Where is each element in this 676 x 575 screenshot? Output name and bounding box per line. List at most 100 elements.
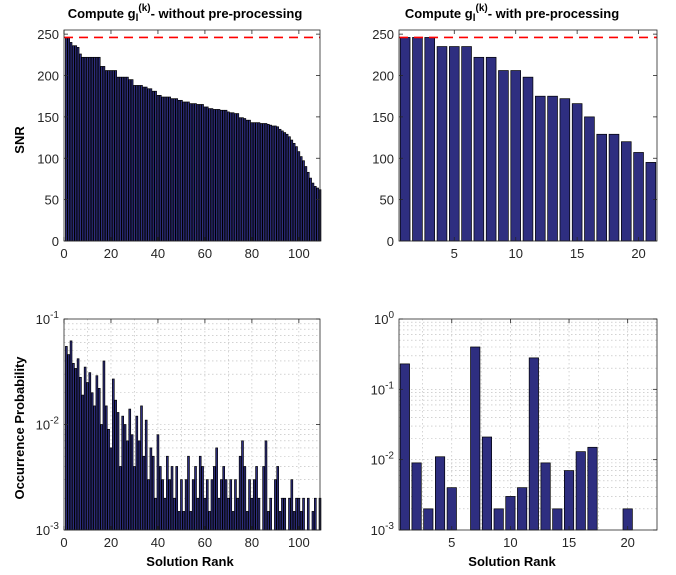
bottom-left-y-axis-label: Occurrence Probability <box>12 356 27 500</box>
top-left-bar <box>114 70 117 242</box>
top-left-bar <box>137 85 141 242</box>
bottom-right-bar <box>493 508 504 531</box>
bottom-left-bar <box>161 479 164 531</box>
top-left-bar <box>151 90 155 242</box>
top-left-bar <box>213 109 216 242</box>
top-left-x-tick-label: 80 <box>245 246 259 261</box>
top-left-bar <box>252 122 256 242</box>
top-left-bar <box>295 146 298 242</box>
bottom-left-bar <box>133 466 136 531</box>
top-left-bar <box>81 56 85 242</box>
top-left-bar-chart: 0 20 40 60 80 100 0 50 100 150 200 250 <box>37 27 322 261</box>
top-right-x-tick-label: 15 <box>570 246 584 261</box>
bottom-left-bar <box>93 405 96 531</box>
bottom-left-bar <box>278 511 282 531</box>
top-right-x-tick-label: 5 <box>451 246 458 261</box>
bottom-left-bar <box>81 394 85 531</box>
bottom-left-bar <box>201 466 204 531</box>
top-left-bar <box>69 42 73 242</box>
bottom-left-bar <box>255 466 258 531</box>
top-left-bar <box>79 53 82 242</box>
top-left-bar <box>100 66 103 242</box>
top-left-bar <box>262 123 265 242</box>
top-left-bar <box>72 45 75 242</box>
top-left-bar <box>215 109 218 242</box>
bottom-right-y-tick-label-exponent: 0 <box>388 310 394 321</box>
top-right-y-tick-label: 50 <box>380 193 394 208</box>
bottom-left-bar <box>222 466 225 531</box>
bottom-right-bar <box>435 456 446 531</box>
top-left-bar <box>156 95 160 242</box>
bottom-left-bar <box>67 354 70 531</box>
bottom-left-bar <box>231 511 235 531</box>
bottom-left-bar <box>100 424 103 531</box>
bottom-left-y-tick-label-exponent: -3 <box>50 521 59 532</box>
top-left-bar <box>304 166 308 242</box>
top-left-bar <box>107 70 110 242</box>
bottom-left-bar <box>114 399 117 531</box>
top-left-bar <box>299 156 303 242</box>
bottom-left-bar <box>276 466 280 531</box>
bottom-left-bar <box>248 479 251 531</box>
top-left-bar <box>297 151 301 242</box>
bottom-right-y-tick-label-base: 10 <box>371 523 385 538</box>
top-left-bar <box>314 186 317 242</box>
top-left-bar <box>227 111 230 242</box>
top-left-bar <box>255 122 258 242</box>
top-left-bar <box>187 101 190 242</box>
top-left-bar <box>126 76 129 242</box>
bottom-left-bar <box>184 479 188 531</box>
bottom-left-bar <box>151 455 155 531</box>
bottom-left-bar <box>245 511 249 531</box>
top-left-bar <box>86 56 89 242</box>
top-left-bar <box>83 56 87 242</box>
bottom-right-grid <box>399 319 657 530</box>
top-left-bar <box>236 113 240 242</box>
bottom-right-bar <box>446 487 457 531</box>
top-left-bar <box>65 37 68 242</box>
bottom-right-bar <box>470 346 481 531</box>
bottom-right-bar <box>423 508 434 531</box>
top-left-x-tick-label: 100 <box>288 246 310 261</box>
bottom-left-bar <box>159 466 162 531</box>
bottom-left-bar <box>126 440 129 531</box>
top-right-bar <box>584 116 595 242</box>
bottom-left-bar <box>166 455 169 531</box>
bottom-right-bar <box>399 363 410 531</box>
top-left-bar <box>309 177 312 242</box>
top-right-x-tick-label: 10 <box>508 246 522 261</box>
top-left-bar <box>97 56 101 242</box>
top-left-y-tick-label: 50 <box>45 193 59 208</box>
bottom-left-bar <box>203 497 207 531</box>
bottom-left-bar <box>299 511 303 531</box>
top-right-bar <box>461 46 472 242</box>
top-left-bar <box>257 122 261 242</box>
top-right-y-tick-label: 150 <box>372 110 394 125</box>
top-left-bar <box>135 85 139 242</box>
bottom-left-bar <box>229 479 233 531</box>
bottom-right-y-tick-label-exponent: -2 <box>385 451 394 462</box>
bottom-left-bar <box>189 511 193 531</box>
bottom-left-bar <box>123 424 127 531</box>
top-right-bar <box>596 133 607 242</box>
top-right-y-tick-label: 250 <box>372 27 394 42</box>
bottom-left-grid <box>64 319 320 530</box>
bottom-left-bar <box>86 382 89 531</box>
top-left-x-tick-label: 60 <box>198 246 212 261</box>
bottom-left-bar <box>306 497 310 531</box>
bottom-right-bar <box>552 508 563 531</box>
top-left-bar <box>76 47 80 242</box>
bottom-left-bar <box>149 447 153 531</box>
top-left-bar <box>292 143 296 242</box>
top-left-bar <box>198 104 202 242</box>
bottom-left-bar <box>290 479 294 531</box>
bottom-left-bar <box>119 466 122 531</box>
bottom-left-bar <box>140 405 143 531</box>
top-left-y-axis-label: SNR <box>12 126 27 154</box>
top-left-bar <box>168 96 171 242</box>
bottom-left-bar <box>156 434 160 531</box>
top-left-bar <box>194 103 197 242</box>
top-right-bar <box>412 37 423 242</box>
bottom-left-bar <box>292 511 296 531</box>
